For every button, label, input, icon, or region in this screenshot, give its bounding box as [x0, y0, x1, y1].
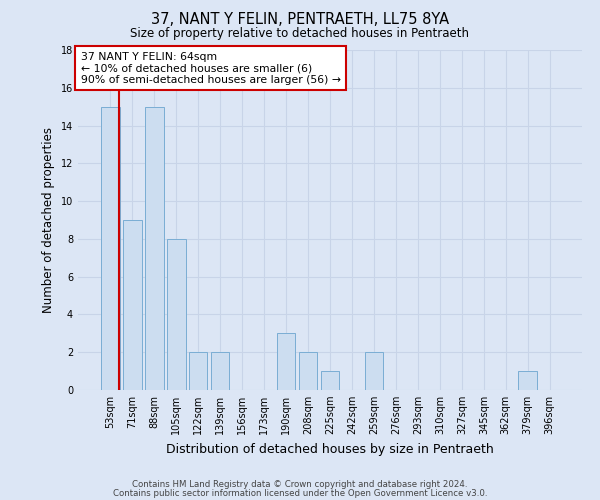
Text: 37 NANT Y FELIN: 64sqm
← 10% of detached houses are smaller (6)
90% of semi-deta: 37 NANT Y FELIN: 64sqm ← 10% of detached… [80, 52, 341, 85]
Bar [123, 220, 142, 390]
Bar [167, 239, 185, 390]
Bar [365, 352, 383, 390]
Y-axis label: Number of detached properties: Number of detached properties [42, 127, 55, 313]
Bar [145, 106, 164, 390]
Bar [101, 106, 119, 390]
Text: Size of property relative to detached houses in Pentraeth: Size of property relative to detached ho… [131, 28, 470, 40]
Bar [277, 334, 295, 390]
Bar [320, 371, 340, 390]
Text: Contains HM Land Registry data © Crown copyright and database right 2024.: Contains HM Land Registry data © Crown c… [132, 480, 468, 489]
Bar [299, 352, 317, 390]
Bar [211, 352, 229, 390]
Bar [189, 352, 208, 390]
Bar [518, 371, 537, 390]
Text: Contains public sector information licensed under the Open Government Licence v3: Contains public sector information licen… [113, 489, 487, 498]
X-axis label: Distribution of detached houses by size in Pentraeth: Distribution of detached houses by size … [166, 442, 494, 456]
Text: 37, NANT Y FELIN, PENTRAETH, LL75 8YA: 37, NANT Y FELIN, PENTRAETH, LL75 8YA [151, 12, 449, 28]
